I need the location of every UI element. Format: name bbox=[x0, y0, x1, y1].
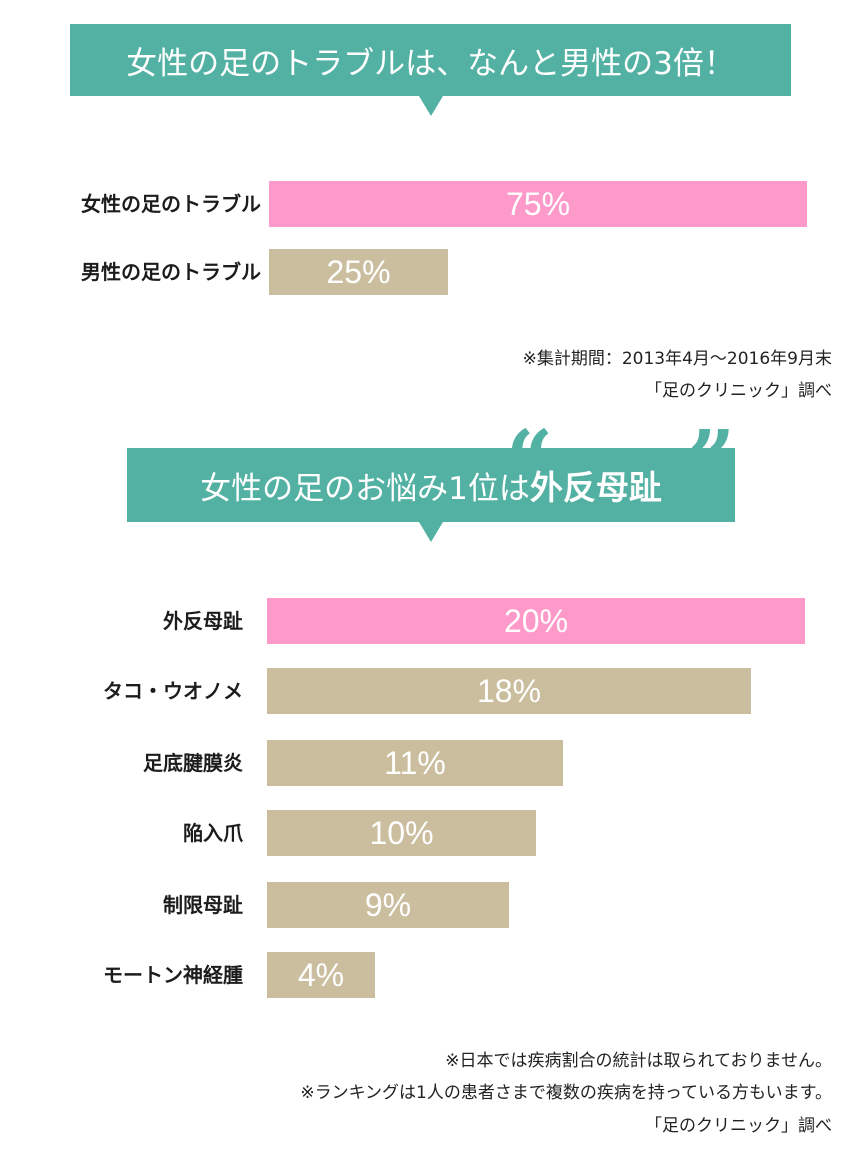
category-label: 女性の足のトラブル bbox=[81, 192, 261, 216]
category-label: 制限母趾 bbox=[163, 893, 243, 917]
bar: 11% bbox=[267, 740, 563, 786]
bar-value-label: 10% bbox=[369, 814, 434, 851]
headline-banner-1: 女性の足のトラブルは、なんと男性の3倍！ bbox=[70, 24, 791, 116]
category-label: 男性の足のトラブル bbox=[81, 260, 261, 284]
headline-2-text: 女性の足のお悩み1位は bbox=[200, 470, 530, 507]
bar-value-label: 11% bbox=[384, 744, 446, 781]
speech-bubble-tail bbox=[419, 522, 443, 542]
category-label: タコ・ウオノメ bbox=[103, 679, 243, 703]
bar: 18% bbox=[267, 668, 751, 714]
bar: 25% bbox=[269, 249, 448, 295]
statistics-note: ※日本では疾病割合の統計は取られておりません。 bbox=[445, 1051, 832, 1071]
bar-value-label: 4% bbox=[297, 956, 345, 993]
bar-value-label: 9% bbox=[364, 886, 412, 923]
bar: 9% bbox=[267, 882, 509, 928]
category-label: 外反母趾 bbox=[163, 609, 243, 633]
bar: 20% bbox=[267, 598, 805, 644]
category-label: 陥入爪 bbox=[183, 821, 243, 845]
bar: 10% bbox=[267, 810, 536, 856]
category-label: 足底腱膜炎 bbox=[143, 751, 243, 775]
survey-period-note: ※集計期間：2013年4月〜2016年9月末 bbox=[522, 349, 832, 369]
bar: 4% bbox=[267, 952, 375, 998]
headline-1-text: 女性の足のトラブルは、なんと男性の3倍！ bbox=[126, 45, 735, 82]
speech-bubble-tail bbox=[418, 96, 443, 116]
headline-banner-2: 女性の足のお悩み1位は 外反母趾 bbox=[127, 448, 735, 542]
ranking-note: ※ランキングは1人の患者さまで複数の疾病を持っている方もいます。 bbox=[300, 1083, 832, 1103]
bar-value-label: 18% bbox=[476, 672, 542, 709]
bar-value-label: 20% bbox=[503, 602, 569, 639]
headline-2-highlight: 外反母趾 bbox=[529, 468, 662, 507]
source-note-2: 「足のクリニック」調べ bbox=[645, 1116, 832, 1136]
category-label: モートン神経腫 bbox=[103, 963, 243, 987]
bar-value-label: 75% bbox=[505, 185, 571, 222]
bar: 75% bbox=[269, 181, 807, 227]
bar-value-label: 25% bbox=[326, 253, 391, 290]
source-note-1: 「足のクリニック」調べ bbox=[645, 381, 832, 401]
